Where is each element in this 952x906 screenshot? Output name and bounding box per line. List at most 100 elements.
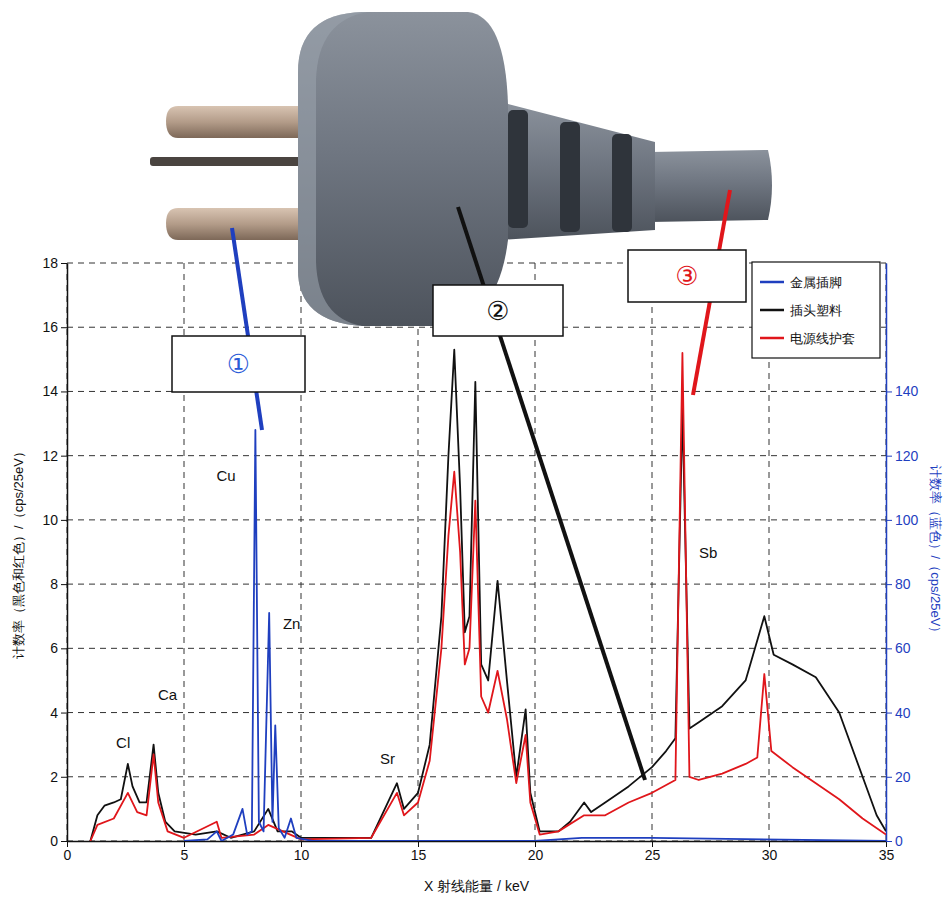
plug-cable — [650, 150, 772, 222]
tick-label: 40 — [895, 705, 911, 721]
tick-mark — [886, 520, 892, 521]
tick-label: 14 — [42, 383, 58, 399]
element-label: Cu — [217, 467, 236, 484]
tick-label: 20 — [895, 769, 911, 785]
tick-mark — [61, 263, 67, 264]
tick-label: 20 — [528, 847, 544, 863]
legend-box — [752, 262, 880, 358]
tick: 80 — [886, 576, 911, 592]
tick-label: 80 — [895, 576, 911, 592]
tick: 35 — [879, 841, 895, 863]
tick: 25 — [645, 841, 661, 863]
tick-label: 8 — [50, 576, 58, 592]
tick: 60 — [886, 640, 911, 656]
element-label: Sb — [699, 544, 717, 561]
element-label: Ca — [158, 686, 178, 703]
tick-mark — [886, 584, 892, 585]
x-axis-title: X 射线能量 / keV — [424, 878, 530, 894]
tick-label: 6 — [50, 640, 58, 656]
legend-label: 金属插脚 — [790, 275, 842, 290]
grid-line-y — [67, 584, 886, 585]
plug-pin — [166, 106, 300, 138]
legend: 金属插脚插头塑料电源线护套 — [752, 262, 880, 358]
tick-label: 35 — [879, 847, 895, 863]
tick-label: 0 — [895, 833, 903, 849]
tick: 120 — [886, 448, 919, 464]
grid-line-x — [67, 263, 68, 841]
series-line — [90, 350, 886, 841]
plug-pin — [150, 157, 302, 166]
tick: 30 — [762, 841, 778, 863]
tick: 14 — [42, 383, 67, 399]
tick-mark — [886, 648, 892, 649]
plug-illustration — [150, 12, 772, 326]
grid-line-y — [67, 712, 886, 713]
legend-label: 电源线护套 — [790, 331, 855, 346]
tick-label: 5 — [181, 847, 189, 863]
y2-axis: 020406080100120140 — [886, 264, 919, 849]
grid-line-x — [418, 263, 419, 841]
tick-label: 100 — [895, 512, 919, 528]
tick-label: 15 — [411, 847, 427, 863]
tick: 0 — [50, 833, 67, 849]
tick-mark — [886, 841, 892, 842]
tick: 4 — [50, 705, 67, 721]
grid-line-y — [67, 776, 886, 777]
callout-label: ③ — [675, 261, 698, 291]
tick: 0 — [886, 833, 903, 849]
plug-highlight — [298, 12, 368, 326]
tick: 20 — [528, 841, 544, 863]
tick: 20 — [886, 769, 911, 785]
tick-mark — [61, 456, 67, 457]
callout-label: ① — [227, 349, 250, 379]
tick-label: 10 — [42, 512, 58, 528]
plug-neck — [500, 102, 655, 240]
plot-area — [90, 350, 886, 841]
grid — [67, 263, 886, 841]
axis-line — [67, 264, 69, 842]
tick: 8 — [50, 576, 67, 592]
legend-label: 插头塑料 — [790, 303, 842, 318]
tick-mark — [61, 648, 67, 649]
tick-label: 0 — [50, 833, 58, 849]
tick-label: 30 — [762, 847, 778, 863]
tick: 18 — [42, 255, 67, 271]
callout-box — [433, 285, 563, 336]
axis-line — [886, 264, 888, 842]
callout-box — [628, 250, 746, 302]
tick: 16 — [42, 319, 67, 335]
tick-mark — [61, 391, 67, 392]
element-label: Zn — [283, 615, 301, 632]
element-label: Sr — [380, 750, 395, 767]
tick-label: 120 — [895, 448, 919, 464]
tick-label: 0 — [64, 847, 72, 863]
tick-mark — [61, 841, 67, 842]
callout-label: ② — [486, 296, 509, 326]
tick: 12 — [42, 448, 67, 464]
plug-rib — [612, 134, 632, 232]
tick-mark — [886, 456, 892, 457]
tick-label: 60 — [895, 640, 911, 656]
tick-label: 2 — [50, 769, 58, 785]
tick: 15 — [411, 841, 427, 863]
tick-mark — [886, 713, 892, 714]
tick: 10 — [294, 841, 310, 863]
tick-label: 10 — [294, 847, 310, 863]
tick-mark — [886, 391, 892, 392]
series-line — [184, 430, 886, 841]
tick: 6 — [50, 640, 67, 656]
legend-swatch — [760, 337, 784, 340]
y-axis: 0 2 4 6 8 10 12 14 16 18 — [42, 255, 67, 849]
tick-label: 16 — [42, 319, 58, 335]
tick-label: 18 — [42, 255, 58, 271]
y2-axis-title: 计数率（蓝色）/（cps/25eV） — [928, 465, 943, 640]
plug-rib — [508, 110, 528, 228]
tick: 2 — [50, 769, 67, 785]
plug-rib — [560, 122, 580, 232]
callout-line — [232, 228, 262, 430]
grid-line-x — [535, 263, 536, 841]
tick: 0 — [64, 841, 72, 863]
tick-label: 25 — [645, 847, 661, 863]
chart: 0510152025303502468101214161802040608010… — [0, 0, 952, 906]
tick-label: 12 — [42, 448, 58, 464]
